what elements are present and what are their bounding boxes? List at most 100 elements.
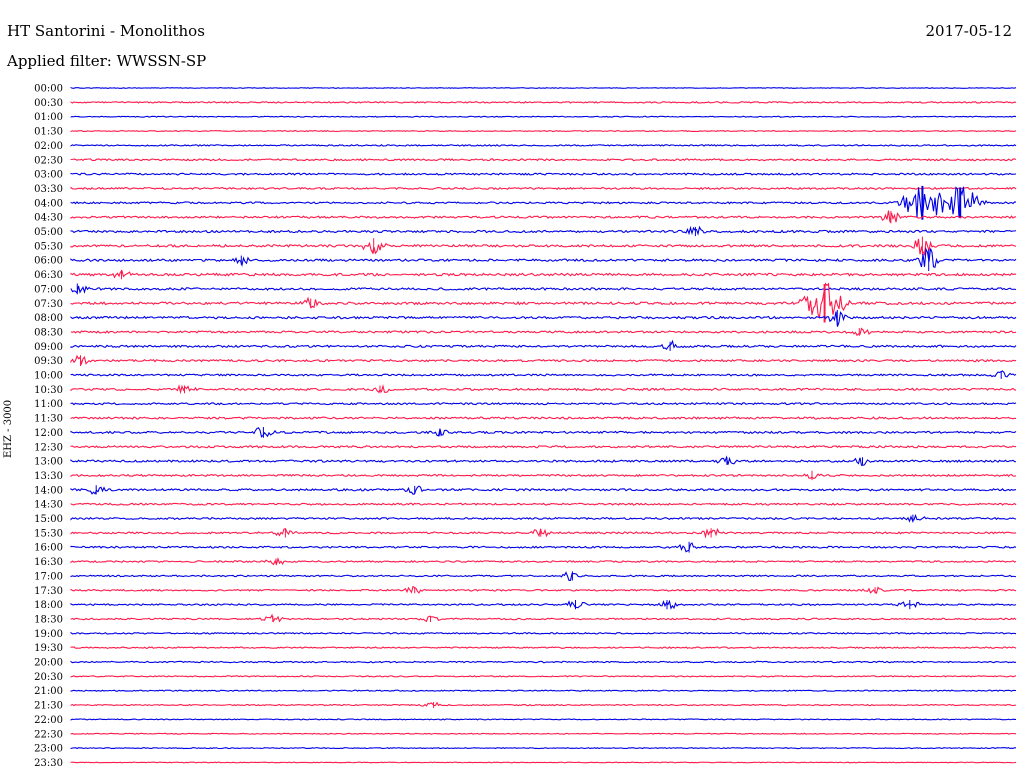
row-time-label: 21:00 <box>34 686 63 697</box>
trace-row-1930 <box>70 646 1017 650</box>
station-title: HT Santorini - Monolithos <box>7 22 205 40</box>
row-time-label: 05:30 <box>34 241 63 252</box>
trace-row-0330 <box>70 186 1017 191</box>
trace-row-1900 <box>70 631 1017 635</box>
row-time-label: 23:30 <box>34 758 63 769</box>
row-time-label: 07:00 <box>34 284 63 295</box>
row-time-label: 09:00 <box>34 342 63 353</box>
trace-row-1830 <box>70 613 1017 623</box>
row-time-label: 16:00 <box>34 543 63 554</box>
row-time-label: 18:30 <box>34 614 63 625</box>
row-time-label: 05:00 <box>34 227 63 238</box>
row-time-label: 03:00 <box>34 170 63 181</box>
row-time-label: 02:30 <box>34 155 63 166</box>
trace-row-0100 <box>70 115 1017 118</box>
row-time-label: 06:30 <box>34 270 63 281</box>
row-time-label: 08:00 <box>34 313 63 324</box>
trace-row-2300 <box>70 747 1017 750</box>
trace-row-0630 <box>70 270 1017 279</box>
row-time-label: 03:30 <box>34 184 63 195</box>
trace-row-2100 <box>70 689 1017 692</box>
trace-row-0200 <box>70 144 1017 147</box>
trace-row-1700 <box>70 571 1017 581</box>
row-time-label: 01:00 <box>34 112 63 123</box>
row-time-label: 10:30 <box>34 385 63 396</box>
trace-row-1430 <box>70 502 1017 506</box>
trace-row-2330 <box>70 761 1017 764</box>
row-time-label: 17:30 <box>34 586 63 597</box>
trace-row-1230 <box>70 445 1017 449</box>
row-time-label: 14:30 <box>34 500 63 511</box>
trace-row-1400 <box>70 485 1017 495</box>
row-time-label: 15:30 <box>34 528 63 539</box>
row-time-label: 08:30 <box>34 327 63 338</box>
trace-row-0530 <box>70 238 1017 257</box>
trace-row-2200 <box>70 718 1017 721</box>
row-time-label: 06:00 <box>34 256 63 267</box>
trace-row-1600 <box>70 542 1017 553</box>
trace-row-1030 <box>70 384 1017 395</box>
trace-row-1000 <box>70 370 1017 378</box>
trace-row-1300 <box>70 455 1017 466</box>
trace-row-0930 <box>70 354 1017 366</box>
row-time-label: 13:00 <box>34 457 63 468</box>
trace-row-0230 <box>70 158 1017 162</box>
row-time-label: 12:00 <box>34 428 63 439</box>
row-time-label: 00:00 <box>34 84 63 95</box>
trace-row-0500 <box>70 225 1017 236</box>
trace-row-0830 <box>70 327 1017 337</box>
trace-row-1630 <box>70 557 1017 566</box>
row-time-label: 02:00 <box>34 141 63 152</box>
trace-row-0400 <box>70 186 1017 218</box>
row-time-label: 17:00 <box>34 571 63 582</box>
trace-row-2230 <box>70 732 1017 735</box>
date-label: 2017-05-12 <box>925 22 1012 40</box>
row-time-label: 20:30 <box>34 672 63 683</box>
row-time-label: 19:30 <box>34 643 63 654</box>
row-time-label: 01:30 <box>34 127 63 138</box>
trace-row-0130 <box>70 129 1017 133</box>
row-time-label: 13:30 <box>34 471 63 482</box>
row-time-label: 21:30 <box>34 701 63 712</box>
row-time-label: 19:00 <box>34 629 63 640</box>
row-time-label: 11:30 <box>34 414 63 425</box>
trace-row-0730 <box>70 282 1017 320</box>
row-time-label: 22:00 <box>34 715 63 726</box>
trace-row-2000 <box>70 660 1017 664</box>
row-time-label: 04:00 <box>34 198 63 209</box>
trace-row-0300 <box>70 172 1017 176</box>
row-time-label: 11:00 <box>34 399 63 410</box>
row-time-label: 20:00 <box>34 658 63 669</box>
trace-row-1800 <box>70 599 1017 610</box>
trace-row-1200 <box>70 427 1017 438</box>
row-time-label: 12:30 <box>34 442 63 453</box>
trace-row-1500 <box>70 513 1017 523</box>
trace-row-1130 <box>70 416 1017 420</box>
trace-row-0000 <box>70 86 1017 89</box>
row-time-label: 10:00 <box>34 371 63 382</box>
trace-row-0700 <box>70 285 1017 294</box>
trace-row-0030 <box>70 100 1017 104</box>
trace-row-1330 <box>70 473 1017 480</box>
row-time-label: 23:00 <box>34 744 63 755</box>
row-time-label: 15:00 <box>34 514 63 525</box>
trace-row-2130 <box>70 701 1017 707</box>
row-time-label: 18:00 <box>34 600 63 611</box>
row-time-label: 14:00 <box>34 485 63 496</box>
row-time-label: 09:30 <box>34 356 63 367</box>
row-time-label: 00:30 <box>34 98 63 109</box>
row-time-label: 04:30 <box>34 213 63 224</box>
trace-row-2030 <box>70 675 1017 678</box>
trace-row-0800 <box>70 311 1017 327</box>
row-time-label: 16:30 <box>34 557 63 568</box>
filter-label: Applied filter: WWSSN-SP <box>7 52 207 70</box>
row-time-label: 22:30 <box>34 729 63 740</box>
trace-row-1530 <box>70 527 1017 539</box>
row-time-label: 07:30 <box>34 299 63 310</box>
trace-row-1100 <box>70 402 1017 406</box>
trace-row-1730 <box>70 585 1017 595</box>
trace-row-0600 <box>70 247 1017 268</box>
trace-row-0430 <box>70 210 1017 223</box>
trace-row-0900 <box>70 339 1017 351</box>
